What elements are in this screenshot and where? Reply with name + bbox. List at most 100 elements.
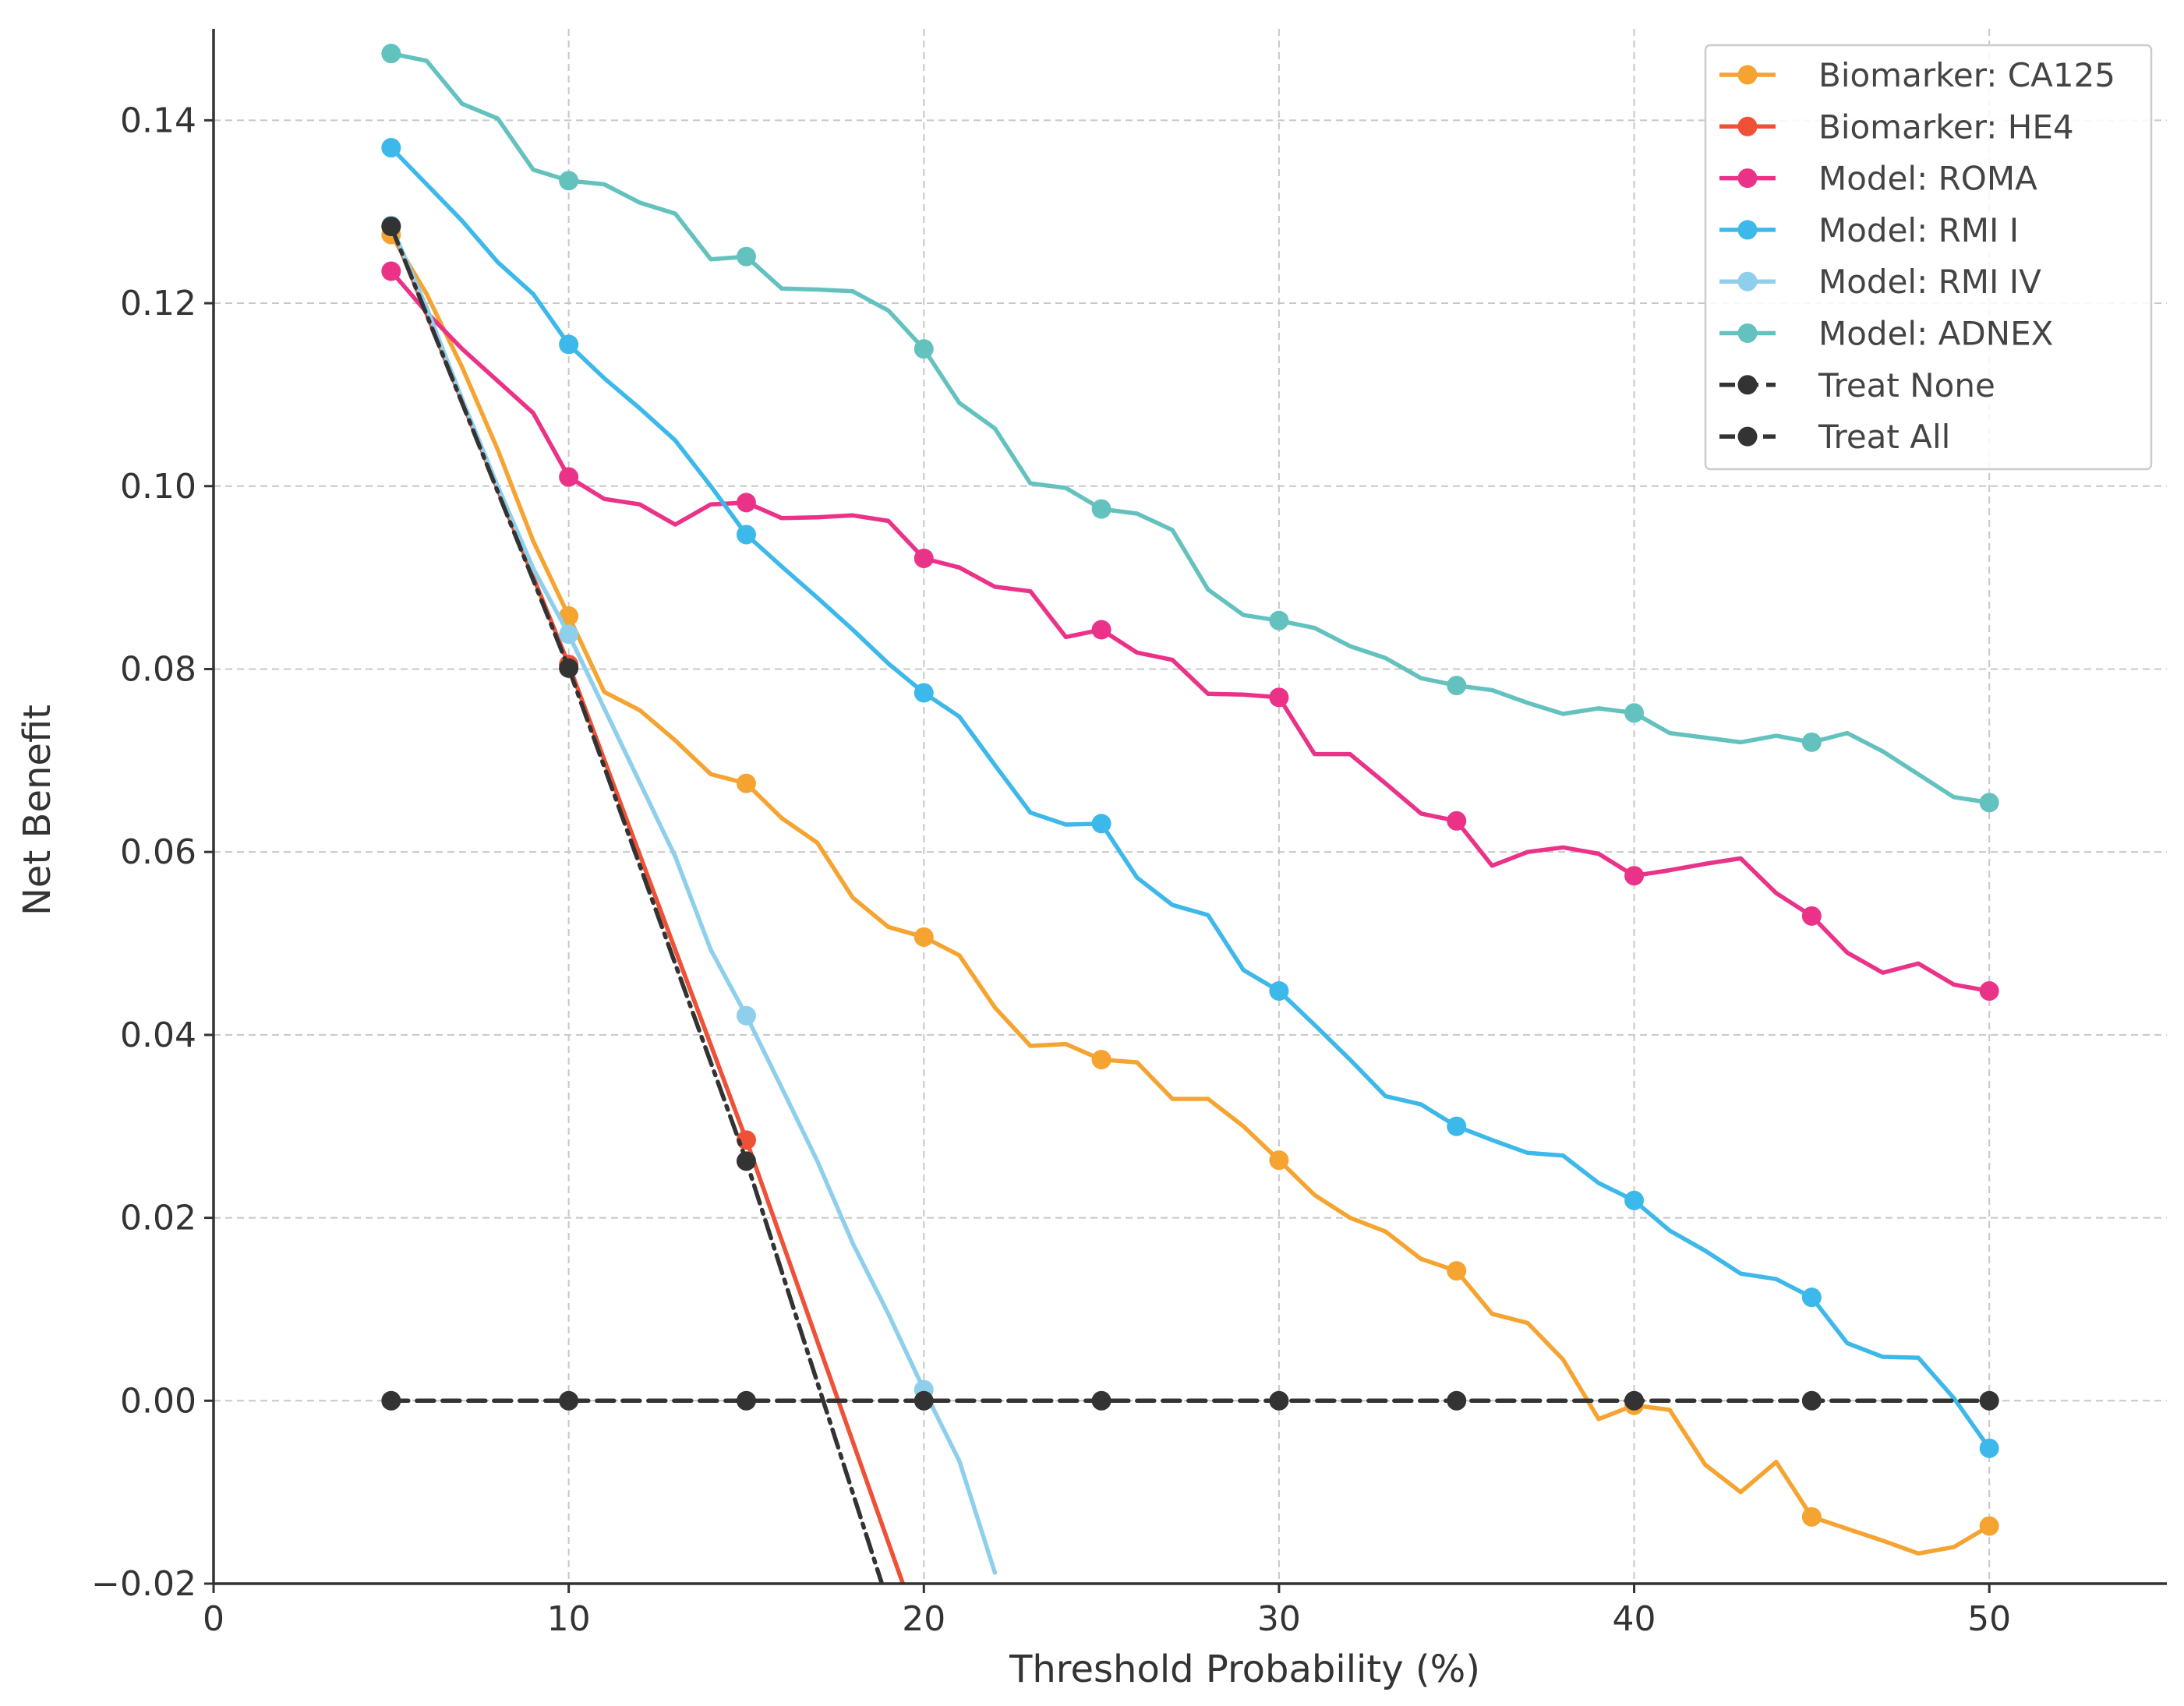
data-point-biomarker-ca125	[1801, 1506, 1822, 1527]
y-tick-label: 0.10	[120, 467, 196, 507]
data-point-model-rmi-i	[381, 138, 401, 158]
data-point-treat-none	[1447, 1390, 1467, 1411]
y-tick-label: 0.02	[120, 1199, 196, 1238]
data-point-model-rmi-iv	[736, 1005, 756, 1026]
data-point-model-adnex	[559, 171, 579, 191]
legend: Biomarker: CA125 Biomarker: HE4 Model: ROM…	[1704, 44, 2153, 471]
data-point-treat-none	[1269, 1390, 1289, 1411]
data-point-model-roma	[1624, 866, 1645, 886]
legend-label: Model: ADNEX	[1818, 315, 2053, 353]
legend-label: Model: RMI IV	[1818, 263, 2041, 301]
x-tick-label: 40	[1613, 1599, 1656, 1639]
data-point-model-rmi-i	[736, 525, 756, 545]
data-point-model-roma	[1269, 687, 1289, 708]
series-line-model-rmi-i	[389, 145, 1991, 1451]
data-point-model-rmi-i	[1979, 1438, 1999, 1458]
legend-swatch-marker	[1737, 65, 1758, 85]
legend-swatch-marker	[1737, 323, 1758, 343]
data-point-model-rmi-i	[1269, 981, 1289, 1001]
data-point-treat-none	[1801, 1390, 1822, 1411]
data-point-model-roma	[1979, 981, 1999, 1001]
series-line-model-adnex	[389, 51, 1991, 805]
data-point-model-rmi-i	[914, 683, 934, 703]
data-point-biomarker-ca125	[1091, 1050, 1111, 1070]
data-point-biomarker-ca125	[1979, 1516, 1999, 1536]
legend-label: Model: ROMA	[1818, 160, 2037, 198]
y-tick-label: 0.14	[120, 101, 196, 140]
series-line-treat-all	[389, 224, 885, 1584]
data-point-model-adnex	[1624, 703, 1645, 723]
series-line-biomarker-ca125	[389, 232, 1991, 1556]
series-model-rmi-i	[381, 138, 1999, 1458]
data-point-biomarker-ca125	[1447, 1261, 1467, 1281]
x-tick-label: 10	[547, 1599, 591, 1639]
y-tick-label: 0.12	[120, 284, 196, 323]
data-point-model-rmi-i	[1624, 1190, 1645, 1210]
legend-swatch-marker	[1737, 116, 1758, 136]
data-point-treat-none	[736, 1390, 756, 1411]
series-treat-none	[381, 1390, 1999, 1411]
data-point-model-adnex	[381, 44, 401, 64]
data-point-model-roma	[1091, 620, 1111, 640]
legend-item-model-roma: Model: ROMA	[1719, 160, 2037, 198]
series-biomarker-he4	[381, 216, 906, 1584]
series-model-roma	[381, 261, 1999, 1001]
data-point-model-rmi-i	[1447, 1116, 1467, 1136]
series-line-model-rmi-iv	[389, 223, 998, 1575]
legend-item-model-adnex: Model: ADNEX	[1719, 315, 2053, 353]
data-point-model-rmi-i	[1091, 814, 1111, 834]
data-point-treat-none	[914, 1390, 934, 1411]
data-point-model-rmi-i	[559, 334, 579, 355]
series-treat-all	[381, 216, 885, 1584]
legend-label: Biomarker: HE4	[1818, 108, 2074, 146]
x-tick-label: 30	[1257, 1599, 1301, 1639]
data-point-biomarker-ca125	[914, 927, 934, 947]
data-point-biomarker-ca125	[736, 773, 756, 793]
data-point-treat-all	[381, 216, 401, 236]
series-model-rmi-iv	[381, 215, 998, 1575]
data-point-model-adnex	[1447, 676, 1467, 696]
x-tick-label: 50	[1967, 1599, 2011, 1639]
data-point-treat-all	[559, 658, 579, 678]
legend-item-treat-all: Treat All	[1719, 418, 1950, 456]
legend-label: Treat None	[1818, 366, 1995, 404]
data-point-treat-none	[1624, 1390, 1645, 1411]
y-tick-label: 0.08	[120, 649, 196, 689]
data-point-model-adnex	[1801, 732, 1822, 752]
y-tick-label: 0.06	[120, 832, 196, 872]
data-point-treat-all	[736, 1151, 756, 1171]
data-point-treat-none	[1979, 1390, 1999, 1411]
legend-label: Model: RMI I	[1818, 211, 2019, 249]
legend-item-model-rmi-i: Model: RMI I	[1719, 211, 2019, 249]
y-tick-label: 0.04	[120, 1015, 196, 1055]
x-tick-label: 0	[203, 1599, 224, 1639]
legend-swatch-marker	[1737, 168, 1758, 189]
series-model-adnex	[381, 44, 1999, 813]
y-axis-label: Net Benefit	[16, 705, 59, 916]
legend-swatch-marker	[1737, 220, 1758, 240]
legend-label: Biomarker: CA125	[1818, 56, 2115, 94]
data-point-model-roma	[1801, 906, 1822, 926]
series-line-model-roma	[389, 269, 1991, 994]
legend-label: Treat All	[1818, 418, 1950, 456]
x-tick-label: 20	[902, 1599, 945, 1639]
legend-swatch-marker	[1737, 375, 1758, 395]
data-point-model-roma	[559, 467, 579, 487]
legend-item-treat-none: Treat None	[1719, 366, 1995, 404]
legend-box	[1704, 44, 2153, 471]
data-point-treat-none	[381, 1390, 401, 1411]
data-point-model-roma	[1447, 811, 1467, 831]
legend-item-model-rmi-iv: Model: RMI IV	[1719, 263, 2041, 301]
data-point-model-adnex	[1979, 793, 1999, 813]
data-point-model-roma	[736, 493, 756, 513]
data-point-treat-none	[1091, 1390, 1111, 1411]
data-point-treat-none	[559, 1390, 579, 1411]
data-point-model-roma	[914, 548, 934, 568]
data-point-model-adnex	[1091, 499, 1111, 519]
data-point-model-adnex	[914, 339, 934, 359]
data-point-model-rmi-iv	[559, 624, 579, 645]
data-point-biomarker-ca125	[1269, 1150, 1289, 1171]
y-tick-label: −0.02	[91, 1564, 196, 1604]
y-tick-label: 0.00	[120, 1381, 196, 1421]
